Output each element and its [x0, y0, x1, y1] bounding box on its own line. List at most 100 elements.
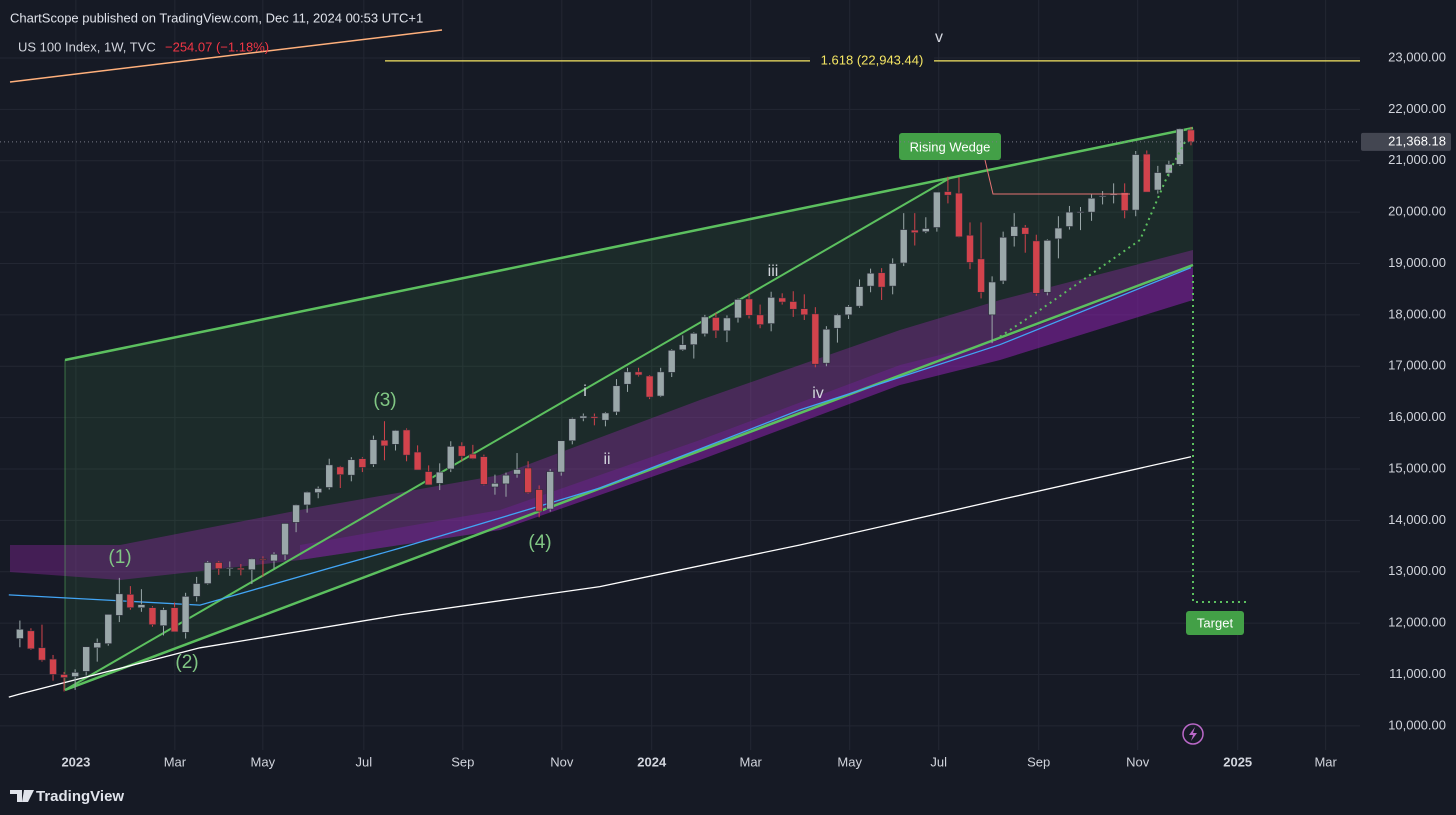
- y-tick-label: 22,000.00: [1388, 101, 1446, 116]
- x-tick-label: Mar: [1314, 754, 1337, 769]
- x-tick-label: Mar: [164, 754, 187, 769]
- candle-body: [723, 317, 731, 332]
- x-tick-label: Jul: [930, 754, 947, 769]
- candle-body: [922, 228, 930, 232]
- candle-body: [590, 416, 599, 419]
- candle-body: [789, 301, 798, 310]
- y-tick-label: 13,000.00: [1388, 563, 1446, 578]
- candle-body: [225, 567, 234, 569]
- x-axis: 2023 Mar May Jul Sep Nov 2024 Mar May Jul Sep Nov 20…: [61, 754, 1337, 769]
- x-tick-label: 2025: [1223, 754, 1252, 769]
- last-price-box: [1361, 132, 1451, 151]
- wave-label: (1): [108, 547, 131, 568]
- wave-label: v: [935, 29, 943, 46]
- candle-body: [49, 658, 57, 675]
- candle-body: [292, 504, 300, 523]
- candle-body: [955, 192, 963, 238]
- candle-body: [27, 630, 35, 650]
- candle-body: [336, 466, 345, 475]
- candle-body: [667, 350, 676, 373]
- wave-label: (3): [373, 390, 396, 411]
- candle-body: [1065, 211, 1074, 227]
- candle-body: [1021, 227, 1030, 235]
- x-tick-label: 2024: [637, 754, 667, 769]
- x-tick-label: Sep: [451, 754, 474, 769]
- candle-body: [899, 229, 908, 264]
- candle-body: [82, 646, 90, 672]
- candle-body: [192, 583, 201, 597]
- candle-body: [977, 258, 985, 293]
- projection-path: [994, 139, 1187, 341]
- candle-body: [391, 430, 400, 445]
- candle-body: [756, 314, 764, 325]
- fib-level: 1.618 (22,943.44): [385, 51, 1360, 70]
- candle-body: [181, 596, 190, 633]
- x-tick-label: Jul: [355, 754, 372, 769]
- y-tick-label: 17,000.00: [1388, 358, 1446, 373]
- candle-body: [480, 456, 488, 485]
- candle-body: [745, 298, 753, 316]
- candle-body: [866, 272, 875, 287]
- candle-body: [524, 467, 532, 493]
- candle-body: [1054, 227, 1063, 240]
- candle-body: [634, 371, 643, 376]
- candle-body: [1187, 129, 1195, 143]
- y-tick-label: 15,000.00: [1388, 460, 1446, 475]
- candle-body: [347, 459, 356, 476]
- candle-body: [822, 328, 831, 364]
- candle-body: [800, 308, 809, 316]
- symbol-title: US 100 Index, 1W, TVC: [18, 39, 156, 54]
- x-tick-label: Nov: [550, 754, 574, 769]
- candle-body: [248, 558, 256, 570]
- cloud-band: [10, 250, 1193, 580]
- candle-body: [380, 439, 389, 447]
- candle-body: [535, 489, 543, 512]
- y-tick-label: 11,000.00: [1389, 666, 1446, 681]
- candle-body: [413, 451, 422, 471]
- channel-line: [64, 177, 951, 691]
- brand-logo: [10, 790, 34, 802]
- target-box: [1186, 611, 1244, 635]
- last-price: 21,368.18: [0, 132, 1451, 151]
- y-axis: 10,000.00 11,000.00 12,000.00 13,000.00 14,0…: [1388, 49, 1446, 732]
- publisher-note: ChartScope published on TradingView.com,…: [10, 10, 423, 25]
- candle-body: [115, 593, 124, 616]
- candle-body: [402, 429, 411, 456]
- callout-line: [984, 159, 1130, 195]
- change-label: −254.07 (−1.18%): [165, 39, 269, 54]
- candle-body: [71, 672, 79, 677]
- y-tick-label: 21,000.00: [1388, 152, 1446, 167]
- candle-body: [844, 306, 853, 316]
- y-tick-label: 23,000.00: [1388, 49, 1446, 64]
- callout-text: Rising Wedge: [910, 139, 991, 154]
- wave-label: (4): [528, 532, 551, 553]
- candle-body: [988, 281, 996, 316]
- candle-body: [1176, 128, 1184, 165]
- candle-body: [712, 317, 720, 332]
- x-tick-label: Nov: [1126, 754, 1150, 769]
- candle-body: [435, 471, 444, 484]
- y-tick-label: 18,000.00: [1388, 306, 1446, 321]
- candle-body: [137, 604, 146, 608]
- candle-body: [469, 453, 477, 460]
- candle-body: [1131, 154, 1140, 211]
- candle-body: [270, 553, 278, 562]
- y-tick-label: 16,000.00: [1388, 409, 1446, 424]
- event-icon[interactable]: [1182, 723, 1204, 745]
- fib-label: 1.618 (22,943.44): [821, 52, 924, 67]
- candle-body: [1010, 226, 1018, 237]
- candle-body: [623, 371, 632, 385]
- candle-body: [446, 446, 455, 470]
- brand[interactable]: TradingView: [36, 788, 124, 805]
- x-tick-label: Sep: [1027, 754, 1050, 769]
- candle-body: [491, 483, 499, 488]
- x-tick-label: 2023: [61, 754, 90, 769]
- candle-body: [1154, 172, 1162, 191]
- candle-body: [888, 263, 897, 287]
- candle-body: [767, 297, 775, 324]
- annotations: (1) (2) (3) (4) i ii iii iv v Rising Wed…: [108, 29, 1244, 673]
- wedge-lower: [64, 263, 1194, 692]
- candle-body: [93, 642, 102, 649]
